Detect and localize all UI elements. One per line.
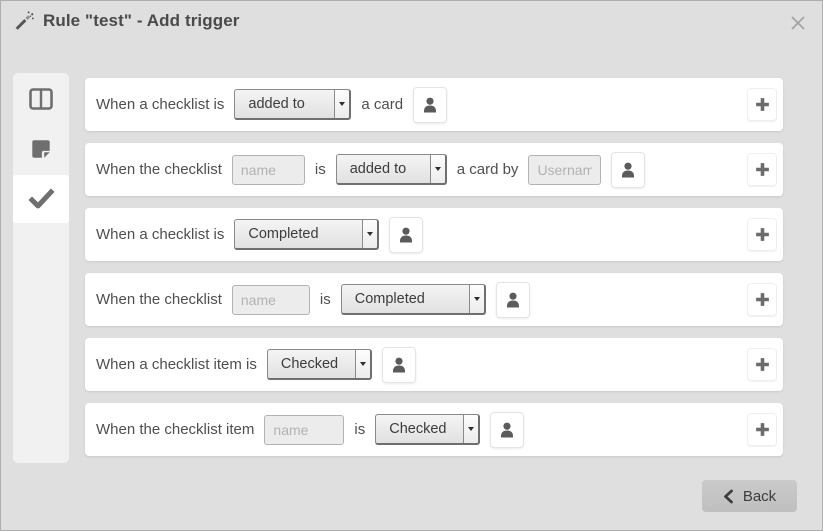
user-button[interactable] — [490, 411, 525, 448]
chevron-down-icon — [334, 90, 350, 118]
checklist-name-input[interactable] — [231, 154, 305, 185]
chevron-down-icon — [354, 350, 370, 378]
board-icon — [29, 88, 53, 110]
trigger-list: When a checklist is added to a card When… — [85, 78, 783, 468]
user-button[interactable] — [495, 281, 530, 318]
chevron-down-icon — [362, 220, 378, 248]
trigger-row-named-checklist-completed: When the checklist is Completed — [85, 273, 783, 326]
card-icon — [30, 138, 52, 160]
trigger-row-checklist-added: When a checklist is added to a card — [85, 78, 783, 131]
chevron-down-icon — [463, 415, 479, 443]
add-trigger-button[interactable] — [747, 88, 777, 121]
check-icon — [27, 188, 55, 210]
user-button[interactable] — [381, 346, 416, 383]
checklist-name-input[interactable] — [231, 284, 310, 315]
item-name-input[interactable] — [264, 414, 345, 445]
page-title: Rule "test" - Add trigger — [43, 11, 240, 30]
add-trigger-button[interactable] — [747, 218, 777, 251]
chevron-down-icon — [468, 285, 484, 313]
add-trigger-button[interactable] — [747, 283, 777, 316]
checklist-action-select[interactable]: added to — [234, 89, 352, 120]
sidebar-item-checklist-triggers[interactable] — [13, 175, 69, 223]
user-button[interactable] — [611, 151, 646, 188]
sidebar-item-board-triggers[interactable] — [13, 75, 69, 123]
dialog-header: Rule "test" - Add trigger — [13, 10, 240, 32]
checklist-state-select[interactable]: Completed — [234, 219, 380, 250]
trigger-row-named-item-checked: When the checklist item is Checked — [85, 403, 783, 456]
checklist-state-select[interactable]: Completed — [340, 284, 486, 315]
chevron-left-icon — [723, 489, 734, 504]
trigger-row-item-checked: When a checklist item is Checked — [85, 338, 783, 391]
add-trigger-button[interactable] — [747, 153, 777, 186]
checklist-action-select[interactable]: added to — [335, 154, 447, 185]
username-input[interactable] — [528, 154, 602, 185]
trigger-row-named-checklist-added: When the checklist is added to a card by — [85, 143, 783, 196]
add-trigger-button[interactable] — [747, 413, 777, 446]
chevron-down-icon — [429, 155, 445, 183]
item-state-select[interactable]: Checked — [266, 349, 372, 380]
magic-wand-icon — [13, 10, 35, 32]
sidebar-item-card-triggers[interactable] — [13, 125, 69, 173]
user-button[interactable] — [413, 86, 448, 123]
trigger-type-sidebar — [13, 73, 69, 463]
back-button[interactable]: Back — [702, 480, 797, 512]
close-icon[interactable] — [787, 12, 809, 34]
item-state-select[interactable]: Checked — [375, 414, 481, 445]
back-button-label: Back — [742, 487, 777, 505]
user-button[interactable] — [389, 216, 424, 253]
trigger-row-checklist-completed: When a checklist is Completed — [85, 208, 783, 261]
add-trigger-button[interactable] — [747, 348, 777, 381]
